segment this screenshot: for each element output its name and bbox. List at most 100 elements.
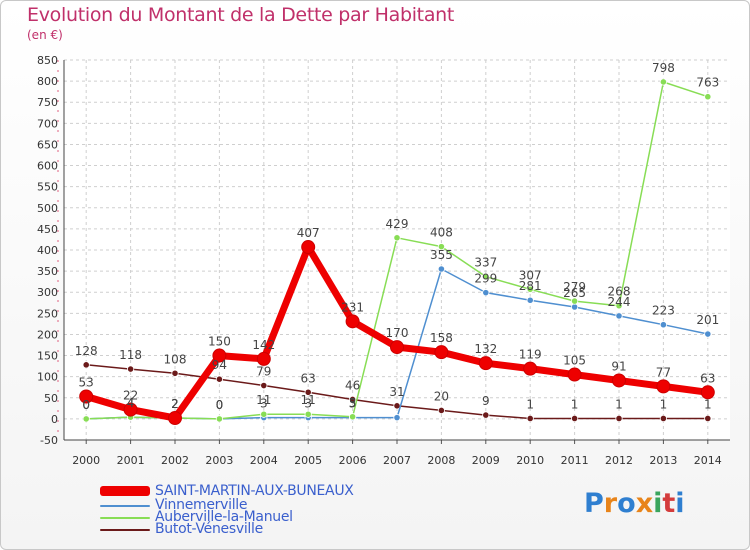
data-label: 429 [386,217,409,231]
data-label: 265 [563,286,586,300]
data-point [526,285,534,293]
y-tick-label: 250 [37,307,58,320]
data-label: 763 [696,76,719,90]
data-point [615,312,623,320]
data-point [437,406,445,415]
data-point [700,385,715,400]
data-label: 3 [304,397,312,411]
x-tick-label: 2014 [694,454,722,467]
legend-label: Vinnemerville [155,497,248,513]
y-tick-label: 650 [37,138,58,151]
data-point [437,243,445,251]
x-tick-label: 2003 [205,454,233,467]
data-label: 22 [123,389,138,403]
y-tick-label: 150 [37,350,58,363]
data-label: 281 [519,279,542,293]
data-point [656,379,671,394]
x-tick-label: 2007 [383,454,411,467]
y-tick-label: 300 [37,286,58,299]
data-point [570,303,579,311]
data-point [256,351,271,366]
data-label: 268 [608,285,631,299]
data-point [704,414,712,423]
data-point [260,381,268,390]
data-point [304,410,312,418]
y-tick-label: 0 [51,413,58,426]
data-label: 355 [430,248,453,262]
chart-title: Evolution du Montant de la Dette par Hab… [27,4,455,26]
data-point [345,314,360,329]
data-label: 1 [526,397,534,411]
data-point [393,234,401,242]
data-label: 105 [563,354,586,368]
data-label: 1 [571,397,579,411]
data-label: 9 [482,394,490,408]
y-tick-label: 500 [37,202,58,215]
data-label: 2 [171,397,179,411]
data-label: 91 [611,359,626,373]
data-label: 299 [474,272,497,286]
data-point [82,361,90,369]
data-label: 119 [519,348,542,362]
logo-letter: o [617,488,636,519]
data-label: 244 [608,295,631,309]
logo-letter: t [662,488,676,519]
y-tick-label: 50 [44,392,58,405]
data-point [212,348,227,363]
data-point [301,240,316,255]
data-point [127,365,135,373]
x-tick-label: 2010 [516,454,544,467]
data-label: 407 [297,226,320,240]
data-point [215,375,223,383]
y-tick-label: 850 [37,54,58,67]
data-label: 158 [430,331,453,345]
legend-label: SAINT-MARTIN-AUX-BUNEAUX [155,483,354,499]
data-point [523,361,538,376]
data-label: 31 [389,385,404,399]
data-label: 408 [430,226,453,240]
data-label: 337 [474,256,497,270]
data-point [612,373,626,388]
data-point [260,410,268,418]
logo-letter: x [635,488,654,519]
data-point [478,356,493,371]
data-label: 11 [256,393,271,407]
data-point [348,395,357,404]
data-point [659,414,668,423]
data-point [79,389,94,404]
y-tick-label: 350 [37,265,58,278]
data-point [482,289,490,297]
data-point [570,414,579,423]
data-label: 63 [700,371,715,385]
data-label: 2 [171,397,179,411]
y-tick-label: 700 [37,117,58,130]
data-point [168,411,182,426]
data-label: 0 [216,398,224,412]
data-label: 20 [434,389,449,403]
data-point [437,265,445,273]
data-label: 0 [216,398,224,412]
logo-letter: i [653,488,663,519]
x-tick-label: 2001 [117,454,145,467]
x-tick-label: 2008 [427,454,455,467]
data-point [393,414,401,422]
logo-letter: i [675,488,685,519]
data-point [659,321,668,329]
y-tick-label: 200 [37,328,58,341]
data-label: 0 [82,398,90,412]
legend-swatch [100,505,150,507]
data-label: 132 [474,342,497,356]
data-label: 79 [256,365,271,379]
data-label: 798 [652,61,675,75]
y-tick-label: 550 [37,181,58,194]
data-label: 170 [386,326,409,340]
data-point [171,369,179,377]
data-label: 128 [75,344,98,358]
data-label: 2 [171,397,179,411]
x-tick-label: 2005 [294,454,322,467]
legend-swatch [100,529,150,531]
data-point [304,388,312,396]
x-tick-label: 2009 [472,454,500,467]
logo-letter: P [584,488,604,519]
